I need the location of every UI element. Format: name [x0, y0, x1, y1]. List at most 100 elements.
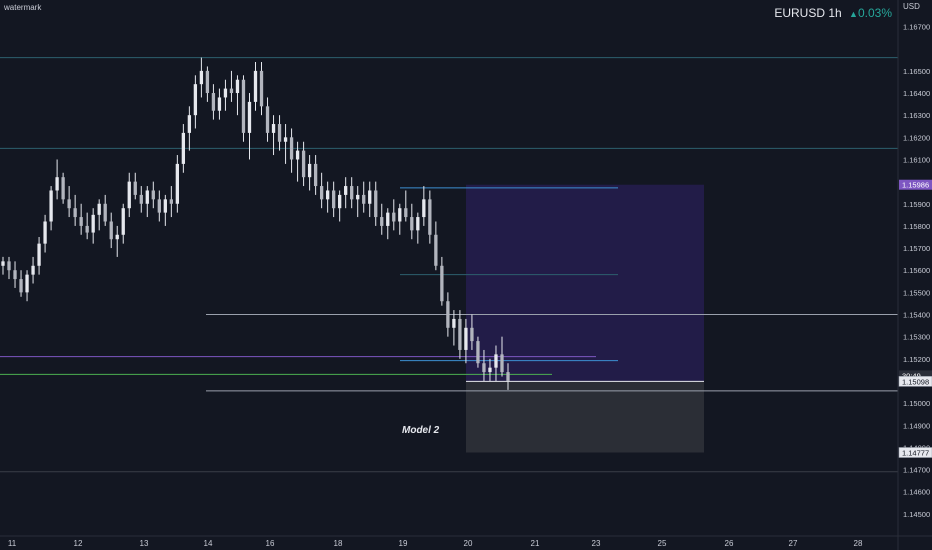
candle[interactable]	[494, 345, 498, 381]
candle[interactable]	[350, 177, 354, 209]
candle[interactable]	[307, 155, 312, 191]
candle[interactable]	[49, 186, 53, 231]
candle[interactable]	[67, 186, 71, 218]
candle[interactable]	[386, 208, 390, 240]
candle[interactable]	[109, 212, 113, 249]
candle[interactable]	[229, 70, 234, 102]
candle[interactable]	[241, 75, 246, 142]
candle[interactable]	[488, 358, 492, 381]
candle[interactable]	[85, 212, 89, 240]
candle[interactable]	[368, 181, 372, 218]
candle[interactable]	[121, 203, 125, 244]
candle-body	[253, 70, 258, 102]
candle[interactable]	[470, 314, 474, 350]
profit-zone[interactable]	[466, 184, 704, 382]
candle[interactable]	[277, 115, 282, 151]
candle[interactable]	[344, 177, 348, 209]
candle[interactable]	[43, 214, 47, 253]
candle[interactable]	[115, 225, 119, 257]
candle[interactable]	[362, 181, 366, 213]
candle[interactable]	[1, 256, 5, 275]
candle-body	[205, 70, 210, 94]
price-label[interactable]: 1.15098	[898, 376, 932, 387]
candle[interactable]	[151, 181, 155, 209]
candle[interactable]	[313, 155, 318, 195]
y-axis-panel[interactable]	[898, 0, 932, 550]
candle[interactable]	[181, 124, 186, 173]
candle[interactable]	[73, 194, 77, 226]
candle[interactable]	[211, 84, 216, 120]
candle[interactable]	[259, 62, 264, 116]
candle[interactable]	[295, 141, 300, 182]
candle[interactable]	[187, 106, 192, 151]
candle[interactable]	[446, 292, 450, 337]
candle[interactable]	[410, 203, 414, 240]
candle[interactable]	[127, 172, 131, 218]
candle[interactable]	[271, 115, 276, 156]
candle[interactable]	[458, 310, 462, 359]
candle[interactable]	[380, 203, 384, 235]
candle[interactable]	[7, 256, 11, 280]
candle[interactable]	[139, 186, 143, 213]
candle-body	[386, 212, 390, 226]
candle[interactable]	[79, 203, 83, 235]
candle[interactable]	[283, 124, 288, 164]
candle[interactable]	[500, 336, 504, 377]
candle[interactable]	[338, 190, 342, 222]
candle[interactable]	[55, 159, 59, 200]
candle[interactable]	[235, 75, 240, 116]
candle[interactable]	[452, 310, 456, 346]
candle[interactable]	[482, 349, 486, 381]
candle[interactable]	[428, 190, 432, 244]
candle[interactable]	[91, 208, 95, 244]
candle[interactable]	[31, 256, 35, 284]
candle[interactable]	[440, 256, 444, 306]
price-label[interactable]: 1.15986	[899, 179, 932, 190]
candle[interactable]	[97, 199, 101, 231]
candle[interactable]	[133, 172, 137, 200]
candle[interactable]	[422, 186, 426, 226]
candle[interactable]	[356, 186, 360, 218]
candle[interactable]	[37, 236, 41, 275]
candle[interactable]	[289, 128, 294, 173]
candle[interactable]	[476, 336, 480, 368]
candle[interactable]	[416, 212, 420, 244]
candle[interactable]	[19, 270, 23, 297]
candle[interactable]	[404, 190, 408, 222]
candle-body	[7, 261, 11, 271]
candle[interactable]	[157, 190, 161, 222]
candle[interactable]	[175, 155, 179, 213]
candle[interactable]	[265, 97, 270, 142]
candle[interactable]	[374, 181, 378, 226]
y-tick-label: 1.14600	[903, 488, 930, 497]
candle[interactable]	[199, 57, 204, 98]
candle[interactable]	[325, 181, 330, 213]
candle[interactable]	[217, 88, 222, 120]
candle[interactable]	[223, 79, 228, 111]
candle[interactable]	[301, 141, 306, 187]
symbol-header[interactable]: EURUSD 1h ▲0.03%	[774, 6, 892, 20]
candle[interactable]	[398, 203, 402, 235]
candle[interactable]	[61, 172, 65, 204]
candle[interactable]	[205, 66, 210, 102]
stop-zone[interactable]	[466, 381, 704, 453]
candle-body	[338, 194, 342, 209]
candle[interactable]	[464, 318, 468, 364]
candle[interactable]	[103, 194, 107, 226]
candle[interactable]	[193, 75, 198, 129]
candle[interactable]	[169, 186, 173, 218]
price-label[interactable]: 1.14777	[898, 447, 932, 458]
candle[interactable]	[145, 186, 149, 218]
candle[interactable]	[163, 194, 167, 226]
candle[interactable]	[253, 62, 258, 111]
candle[interactable]	[332, 181, 336, 218]
candle[interactable]	[25, 270, 29, 302]
price-label[interactable]: 30:49	[899, 370, 932, 381]
candle[interactable]	[13, 261, 17, 288]
candle[interactable]	[319, 172, 324, 209]
candle[interactable]	[434, 221, 438, 271]
candle[interactable]	[506, 363, 510, 390]
candle[interactable]	[392, 199, 396, 231]
candle[interactable]	[247, 93, 252, 160]
